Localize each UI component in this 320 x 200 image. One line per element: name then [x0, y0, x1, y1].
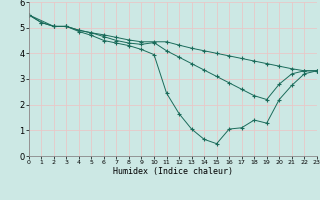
X-axis label: Humidex (Indice chaleur): Humidex (Indice chaleur): [113, 167, 233, 176]
